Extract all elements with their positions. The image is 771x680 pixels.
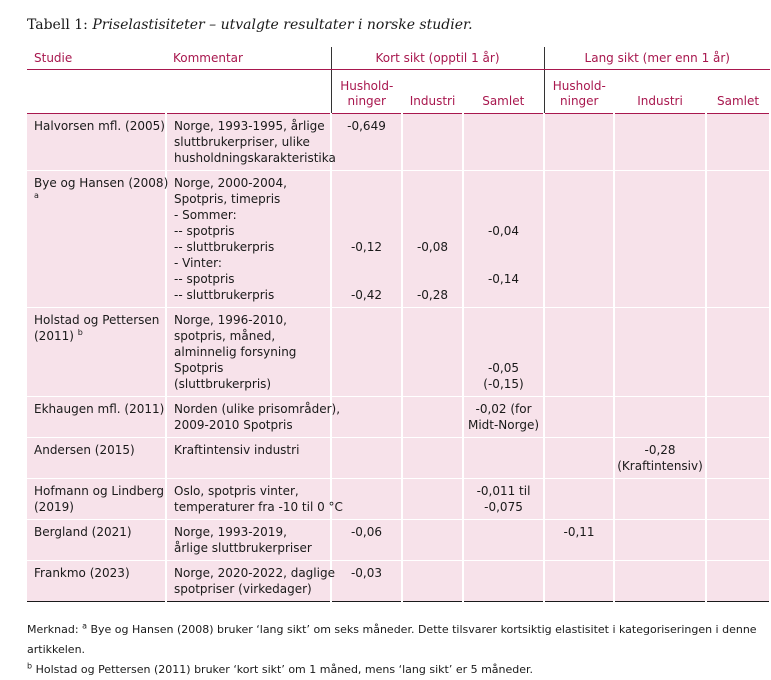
long-total-cell xyxy=(706,437,771,479)
header-short-households: Hushold- ninger xyxy=(330,69,402,114)
long-total-cell xyxy=(706,307,771,397)
header-short-total: Samlet xyxy=(463,69,545,114)
table-row: Frankmo (2023) Norge, 2020-2022, daglige s… xyxy=(27,560,771,602)
long-industry-cell xyxy=(614,560,708,602)
long-households-cell xyxy=(543,560,616,602)
long-industry-cell xyxy=(614,396,708,438)
short-total-cell xyxy=(463,113,546,171)
short-total-cell: -0,011 til -0,075 xyxy=(463,478,546,520)
study-cell: Andersen (2015) xyxy=(27,437,167,479)
long-industry-cell xyxy=(614,170,708,308)
study-cell: Hofmann og Lindberg (2019) xyxy=(27,478,167,520)
short-households-cell xyxy=(330,437,403,479)
long-industry-cell: -0,28 (Kraftintensiv) xyxy=(614,437,708,479)
long-households-cell xyxy=(543,113,616,171)
study-cell: Bye og Hansen (2008) a xyxy=(27,170,168,308)
long-households-cell xyxy=(543,396,616,438)
table-row: Holstad og Pettersen (2011) b Norge, 1996-… xyxy=(27,307,771,397)
long-households-cell xyxy=(543,170,616,308)
table-notes: Merknad: a Bye og Hansen (2008) bruker ‘… xyxy=(27,620,767,680)
table-row: Bergland (2021) Norge, 1993-2019, årlige s… xyxy=(27,519,771,561)
long-total-cell xyxy=(706,478,771,520)
note-a-text: Bye og Hansen (2008) bruker ‘lang sikt’ … xyxy=(27,623,757,656)
short-industry-cell xyxy=(402,478,464,520)
short-households-cell: -0,03 xyxy=(330,560,403,602)
note-a: Merknad: a Bye og Hansen (2008) bruker ‘… xyxy=(27,620,767,660)
header-study: Studie xyxy=(27,47,166,70)
table-row: Halvorsen mfl. (2005) Norge, 1993-1995, å… xyxy=(27,113,771,171)
elasticity-table: Studie Kommentar Kort sikt (opptil 1 år)… xyxy=(27,47,771,602)
comment-cell: Kraftintensiv industri xyxy=(166,437,332,479)
short-households-cell: -0,06 xyxy=(330,519,403,561)
long-households-cell xyxy=(543,307,616,397)
long-total-cell xyxy=(706,396,771,438)
long-industry-cell xyxy=(614,478,708,520)
table-body: Halvorsen mfl. (2005) Norge, 1993-1995, å… xyxy=(27,113,771,602)
caption-label: Tabell 1: xyxy=(27,17,88,33)
study-cell: Ekhaugen mfl. (2011) xyxy=(27,396,167,438)
footnote-marker: b xyxy=(77,328,83,337)
short-industry-cell xyxy=(402,396,464,438)
comment-cell: Oslo, spotpris vinter, temperaturer fra -… xyxy=(166,478,343,520)
short-total-cell: -0,05 (-0,15) xyxy=(463,307,546,397)
comment-cell: Norge, 2020-2022, daglige spotpriser (vir… xyxy=(166,560,335,602)
header-long-total: Samlet xyxy=(706,69,771,114)
short-industry-cell xyxy=(402,437,464,479)
header-comment: Kommentar xyxy=(166,47,331,70)
short-industry-cell: -0,08 -0,28 xyxy=(402,170,464,308)
short-total-cell xyxy=(463,437,546,479)
table-row: Hofmann og Lindberg (2019) Oslo, spotpris … xyxy=(27,478,771,520)
header-long-households: Hushold- ninger xyxy=(543,69,615,114)
table-row: Bye og Hansen (2008) a Norge, 2000-2004, S… xyxy=(27,170,771,308)
caption-title: Priselastisiteter – utvalgte resultater … xyxy=(92,17,473,33)
header-short-industry: Industri xyxy=(402,69,463,114)
comment-cell: Norge, 1996-2010, spotpris, måned, alminne… xyxy=(166,307,332,397)
study-cell: Halvorsen mfl. (2005) xyxy=(27,113,167,171)
long-industry-cell xyxy=(614,307,708,397)
short-total-cell xyxy=(463,560,546,602)
comment-cell: Norge, 2000-2004, Spotpris, timepris - Som… xyxy=(166,170,332,308)
study-cell: Bergland (2021) xyxy=(27,519,167,561)
table-row: Ekhaugen mfl. (2011) Norden (ulike prisom… xyxy=(27,396,771,438)
comment-cell: Norge, 1993-2019, årlige sluttbrukerprise… xyxy=(166,519,332,561)
long-total-cell xyxy=(706,113,771,171)
short-households-cell xyxy=(330,307,403,397)
short-industry-cell xyxy=(402,307,464,397)
header-long-term: Lang sikt (mer enn 1 år) xyxy=(543,47,771,70)
note-b-text: Holstad og Pettersen (2011) bruker ‘kort… xyxy=(35,663,534,676)
notes-label: Merknad: xyxy=(27,623,79,636)
short-households-cell: -0,649 xyxy=(330,113,403,171)
long-industry-cell xyxy=(614,519,708,561)
table-row: Andersen (2015) Kraftintensiv industri -0,… xyxy=(27,437,771,479)
short-households-cell: -0,12 -0,42 xyxy=(330,170,403,308)
short-industry-cell xyxy=(402,519,464,561)
long-total-cell xyxy=(706,519,771,561)
short-households-cell xyxy=(330,396,403,438)
study-cell: Frankmo (2023) xyxy=(27,560,167,602)
short-total-cell xyxy=(463,519,546,561)
long-households-cell: -0,11 xyxy=(543,519,616,561)
short-households-cell xyxy=(330,478,403,520)
header-row-sub: Hushold- ninger Industri Samlet Hushold-… xyxy=(27,69,771,114)
header-short-term: Kort sikt (opptil 1 år) xyxy=(330,47,545,70)
short-total-cell: -0,04 -0,14 xyxy=(463,170,546,308)
header-row-groups: Studie Kommentar Kort sikt (opptil 1 år)… xyxy=(27,47,771,70)
note-a-marker: a xyxy=(82,621,87,631)
footnote-marker: a xyxy=(34,191,39,200)
table-caption: Tabell 1: Priselastisiteter – utvalgte r… xyxy=(27,17,473,33)
note-b: b Holstad og Pettersen (2011) bruker ‘ko… xyxy=(27,660,767,680)
comment-cell: Norge, 1993-1995, årlige sluttbrukerprise… xyxy=(166,113,336,171)
long-industry-cell xyxy=(614,113,708,171)
long-households-cell xyxy=(543,437,616,479)
short-industry-cell xyxy=(402,560,464,602)
comment-cell: Norden (ulike prisområder), 2009-2010 Spo… xyxy=(166,396,340,438)
study-cell: Holstad og Pettersen (2011) b xyxy=(27,307,167,397)
header-long-industry: Industri xyxy=(614,69,707,114)
long-households-cell xyxy=(543,478,616,520)
short-industry-cell xyxy=(402,113,464,171)
short-total-cell: -0,02 (for Midt-Norge) xyxy=(463,396,546,438)
long-total-cell xyxy=(706,560,771,602)
long-total-cell xyxy=(706,170,771,308)
